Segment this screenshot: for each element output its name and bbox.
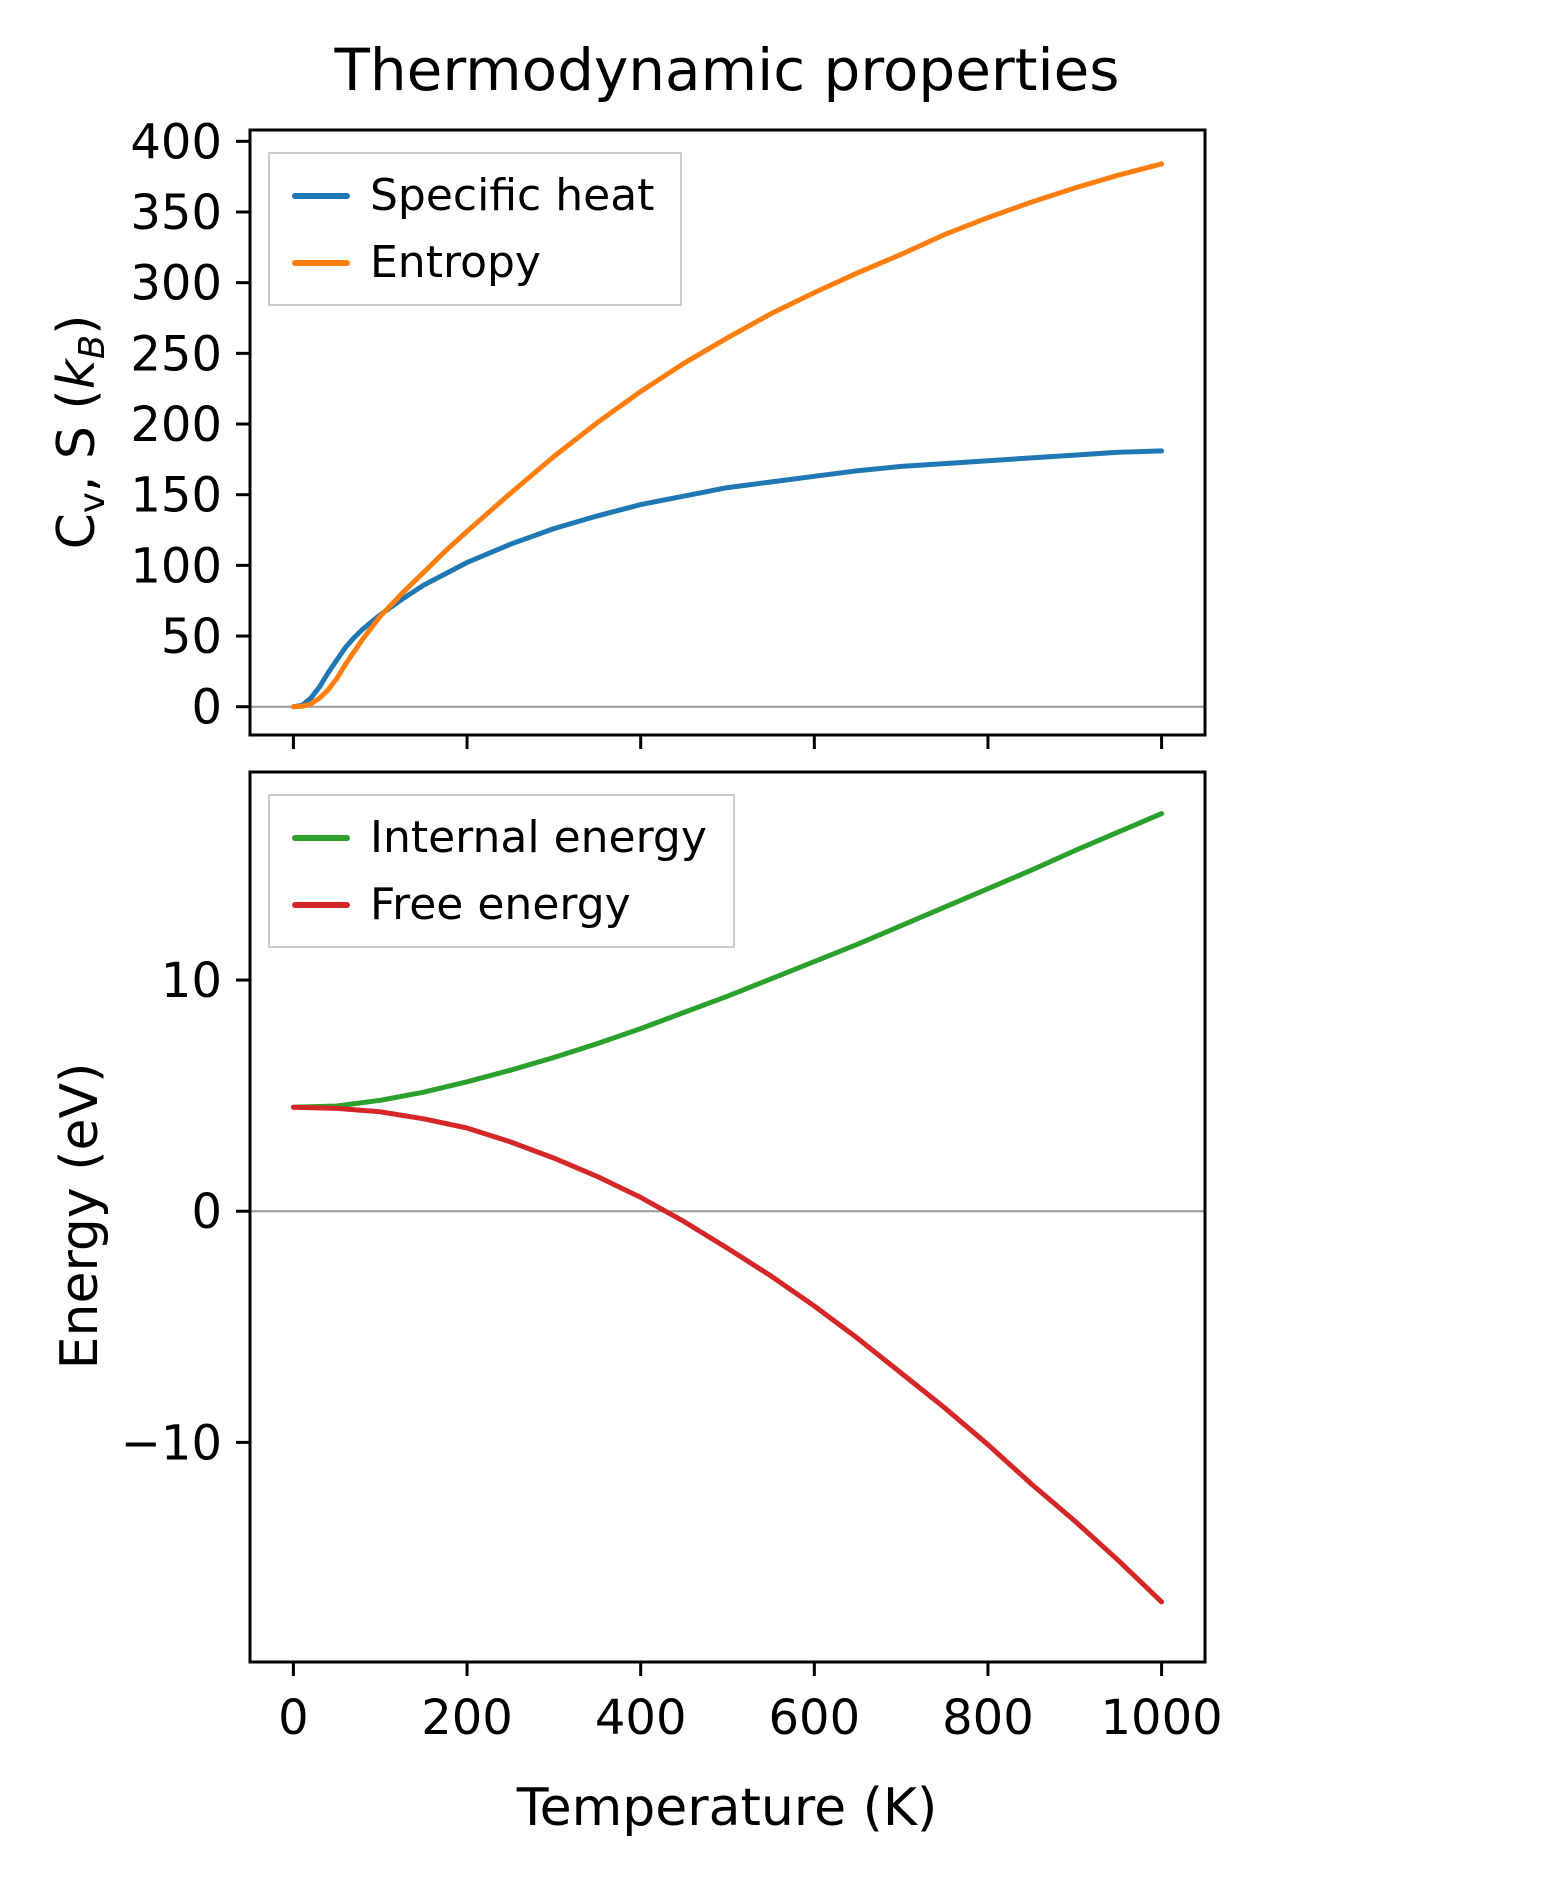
y-tick-label: 0 <box>191 680 222 736</box>
legend-line-swatch <box>292 259 350 266</box>
y-tick-label: 250 <box>130 326 222 382</box>
y-tick-label: 300 <box>130 256 222 312</box>
line-specific-heat <box>290 448 1165 710</box>
legend-entry-internal-energy: Internal energy <box>292 812 707 863</box>
x-tick-label: 1000 <box>1101 1690 1223 1746</box>
y-tick-label: 100 <box>130 538 222 594</box>
legend-line-swatch <box>292 834 350 841</box>
top-legend: Specific heat Entropy <box>268 152 683 306</box>
line-internal-energy <box>290 811 1165 1110</box>
axes-spines <box>248 770 1207 1664</box>
legend-entry-specific-heat: Specific heat <box>292 170 654 221</box>
x-tick-label: 0 <box>278 1690 309 1746</box>
x-axis-label: Temperature (K) <box>516 1778 938 1838</box>
x-tick-label: 400 <box>595 1690 687 1746</box>
legend-label: Specific heat <box>370 170 655 221</box>
figure-title: Thermodynamic properties <box>334 36 1120 104</box>
y-tick-label: −10 <box>121 1415 222 1471</box>
legend-line-swatch <box>292 901 350 908</box>
x-tick-label: 800 <box>942 1690 1034 1746</box>
x-tick-label: 600 <box>769 1690 861 1746</box>
ylabel-kb: k <box>47 359 108 390</box>
bottom-y-axis-label: Energy (eV) <box>50 1062 110 1370</box>
top-y-axis-label: Cv, S (kB) <box>47 315 113 550</box>
y-tick-label: 200 <box>130 397 222 453</box>
ylabel-kb-sub: B <box>71 334 113 360</box>
legend-line-swatch <box>292 192 350 199</box>
x-tick-label: 200 <box>421 1690 513 1746</box>
y-tick-label: 10 <box>161 953 222 1009</box>
y-tick-label: 150 <box>130 468 222 524</box>
legend-label: Internal energy <box>370 812 707 863</box>
line-entropy <box>290 161 1165 710</box>
line-free-energy <box>290 1104 1165 1605</box>
legend-label: Entropy <box>370 237 541 288</box>
y-tick-label: 400 <box>130 114 222 170</box>
ylabel-mid: , S ( <box>47 389 108 493</box>
legend-entry-free-energy: Free energy <box>292 879 707 930</box>
y-tick-label: 50 <box>161 609 222 665</box>
y-tick-label: 0 <box>191 1184 222 1240</box>
legend-entry-entropy: Entropy <box>292 237 654 288</box>
legend-label: Free energy <box>370 879 631 930</box>
ylabel-cv: C <box>47 513 108 550</box>
ylabel-close-paren: ) <box>47 314 108 335</box>
ylabel-cv-sub: v <box>71 492 113 514</box>
bottom-legend: Internal energy Free energy <box>268 794 735 948</box>
y-tick-label: 350 <box>130 185 222 241</box>
axes-spines <box>248 128 1207 737</box>
